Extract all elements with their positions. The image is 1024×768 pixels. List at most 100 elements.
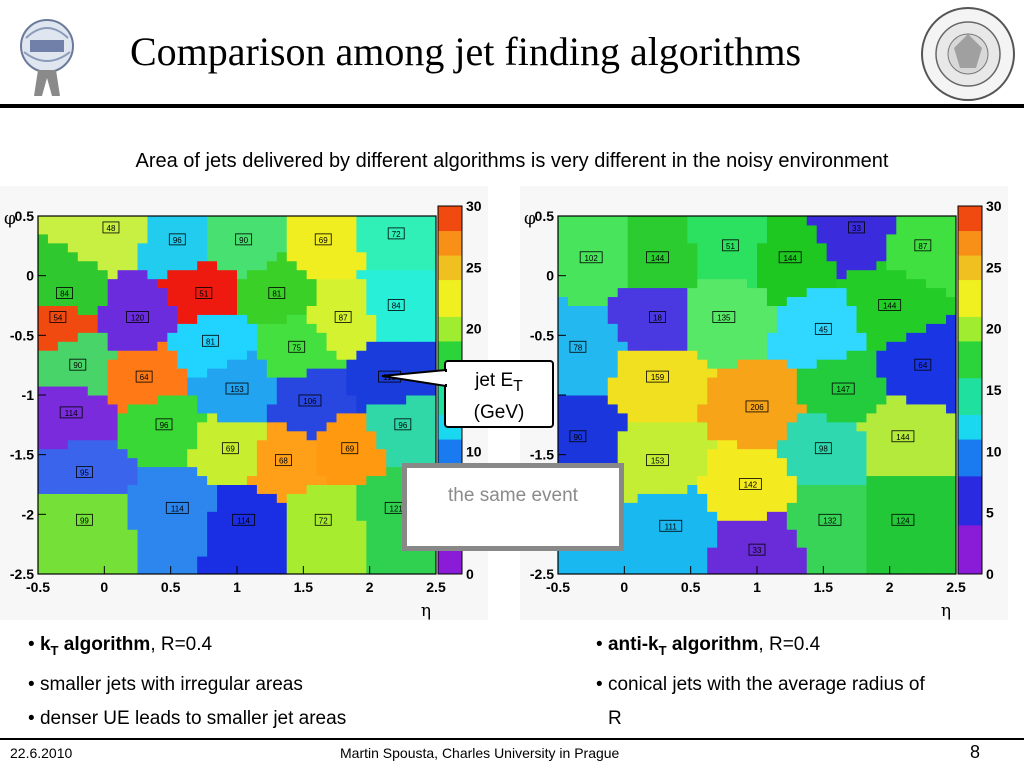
antikt-cell bbox=[707, 466, 718, 477]
antikt-cell bbox=[866, 269, 877, 280]
antikt-cell bbox=[826, 296, 838, 306]
kt-cell bbox=[38, 430, 49, 441]
kt-cell bbox=[376, 242, 387, 253]
antikt-cell bbox=[687, 386, 698, 396]
kt-cell bbox=[97, 448, 109, 459]
antikt-cell bbox=[737, 457, 748, 468]
kt-cell bbox=[167, 520, 178, 530]
antikt-cell bbox=[866, 403, 877, 414]
antikt-cell bbox=[896, 502, 907, 512]
kt-cell bbox=[38, 314, 49, 324]
kt-cell bbox=[366, 359, 377, 369]
antikt-cell bbox=[657, 350, 668, 360]
kt-cell bbox=[38, 475, 49, 485]
antikt-cell bbox=[627, 278, 639, 289]
kt-cell bbox=[336, 421, 347, 432]
kt-cell bbox=[396, 430, 407, 441]
kt-cell bbox=[38, 350, 49, 360]
kt-cell bbox=[296, 233, 308, 244]
antikt-cell bbox=[587, 233, 599, 244]
kt-cell bbox=[336, 502, 347, 512]
antikt-cell bbox=[707, 278, 718, 289]
antikt-cell bbox=[836, 403, 848, 414]
antikt-cell bbox=[786, 233, 798, 244]
antikt-cell bbox=[727, 305, 738, 315]
antikt-cell bbox=[677, 565, 688, 575]
antikt-cell bbox=[707, 430, 718, 441]
kt-cell bbox=[137, 502, 148, 512]
kt-cell bbox=[167, 511, 178, 521]
antikt-cell bbox=[796, 269, 808, 280]
kt-cell bbox=[396, 323, 407, 333]
antikt-cell bbox=[896, 395, 907, 405]
antikt-cell bbox=[806, 538, 818, 548]
kt-cell bbox=[47, 538, 59, 548]
kt-cell bbox=[356, 439, 367, 450]
antikt-cell bbox=[936, 403, 947, 414]
kt-cell bbox=[396, 296, 407, 306]
antikt-cell bbox=[558, 421, 569, 432]
antikt-cell bbox=[697, 386, 708, 396]
antikt-cell bbox=[637, 296, 649, 306]
antikt-cell bbox=[896, 565, 907, 575]
antikt-cell bbox=[766, 386, 778, 396]
antikt-cell bbox=[806, 359, 818, 369]
kt-cell bbox=[346, 529, 357, 539]
antikt-cell bbox=[806, 439, 818, 450]
kt-cell bbox=[256, 251, 268, 262]
kt-cell bbox=[67, 323, 79, 333]
kt-cell bbox=[346, 287, 357, 298]
kt-cell bbox=[147, 421, 158, 432]
kt-cell bbox=[286, 341, 298, 351]
kt-cell bbox=[87, 260, 99, 271]
antikt-cell bbox=[607, 386, 619, 396]
kt-cell bbox=[266, 493, 278, 503]
antikt-cell bbox=[866, 251, 877, 262]
antikt-cell bbox=[906, 350, 917, 360]
antikt-cell bbox=[647, 323, 658, 333]
kt-cell bbox=[67, 421, 79, 432]
kt-cell bbox=[366, 466, 377, 477]
antikt-cell bbox=[906, 395, 917, 405]
kt-cell bbox=[157, 341, 168, 351]
antikt-cell bbox=[707, 484, 718, 494]
antikt-cell bbox=[637, 305, 649, 315]
kt-cell bbox=[386, 341, 397, 351]
kt-cell bbox=[426, 269, 437, 280]
antikt-cell bbox=[786, 547, 798, 557]
antikt-cell bbox=[806, 251, 818, 262]
kt-cell bbox=[47, 269, 59, 280]
kt-cell bbox=[396, 368, 407, 378]
kt-cell bbox=[47, 260, 59, 271]
antikt-cell bbox=[677, 377, 688, 387]
kt-jet-label-box bbox=[275, 454, 292, 467]
antikt-cell bbox=[796, 216, 808, 226]
antikt-cell bbox=[697, 448, 708, 459]
antikt-cell bbox=[926, 359, 937, 369]
kt-cell bbox=[57, 269, 69, 280]
antikt-cell bbox=[816, 386, 828, 396]
kt-cell bbox=[386, 332, 397, 342]
antikt-cell bbox=[677, 233, 688, 244]
kt-cell bbox=[187, 403, 198, 414]
antikt-cell bbox=[747, 412, 758, 423]
antikt-cell bbox=[836, 502, 848, 512]
antikt-cell bbox=[826, 439, 838, 450]
kt-cell bbox=[177, 457, 188, 468]
kt-cell bbox=[207, 323, 218, 333]
kt-cell bbox=[38, 403, 49, 414]
atlas-logo bbox=[8, 8, 86, 100]
kt-cell bbox=[306, 287, 318, 298]
antikt-cell bbox=[707, 305, 718, 315]
antikt-cell bbox=[717, 556, 728, 566]
antikt-cell bbox=[627, 493, 639, 503]
kt-cell bbox=[217, 403, 228, 414]
antikt-cell bbox=[836, 233, 848, 244]
antikt-cell bbox=[926, 448, 937, 459]
antikt-cell bbox=[667, 538, 678, 548]
antikt-cell bbox=[836, 287, 848, 298]
antikt-jet-et-label: 18 bbox=[653, 313, 662, 322]
antikt-cell bbox=[816, 511, 828, 521]
kt-cell bbox=[346, 359, 357, 369]
kt-cell bbox=[117, 439, 129, 450]
